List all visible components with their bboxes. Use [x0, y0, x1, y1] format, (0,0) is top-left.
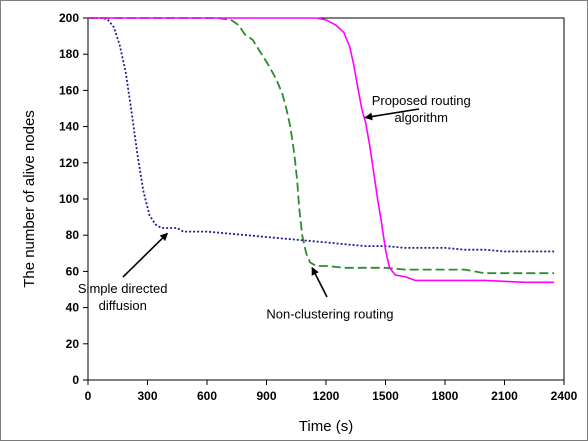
annotation-arrow-2	[122, 232, 169, 278]
plot-area-border	[87, 17, 565, 381]
x-axis-title: Time (s)	[299, 418, 353, 435]
annotation-arrow-1	[364, 108, 420, 121]
y-tick-label: 60	[66, 264, 80, 278]
y-tick-label: 80	[66, 228, 80, 242]
y-tick-label: 120	[59, 156, 79, 170]
y-tick-label: 40	[66, 301, 80, 315]
y-tick-label: 180	[59, 47, 79, 61]
series-line-2	[88, 17, 555, 275]
x-tick-label: 1200	[313, 389, 340, 403]
x-tick-label: 300	[137, 389, 157, 403]
series-line-3	[88, 17, 555, 284]
annotation-label-1: Proposed routing algorithm	[372, 93, 471, 125]
annotation-label-2: Simple directed diffusion	[78, 281, 168, 313]
y-tick-label: 200	[59, 11, 79, 25]
x-tick-label: 600	[197, 389, 217, 403]
x-tick-label: 2400	[551, 389, 578, 403]
y-axis-title: The number of alive nodes	[21, 110, 38, 288]
x-tick-label: 2100	[491, 389, 518, 403]
y-tick-label: 100	[59, 192, 79, 206]
x-tick-label: 1500	[372, 389, 399, 403]
y-tick-label: 140	[59, 120, 79, 134]
x-tick-label: 0	[85, 389, 92, 403]
x-tick-label: 900	[256, 389, 276, 403]
x-tick-label: 1800	[432, 389, 459, 403]
annotation-arrow-3	[311, 266, 328, 298]
series-line-1	[88, 17, 555, 253]
annotation-label-3: Non-clustering routing	[266, 306, 393, 321]
y-tick-label: 160	[59, 83, 79, 97]
y-tick-label: 0	[72, 373, 79, 387]
y-tick-label: 20	[66, 337, 80, 351]
